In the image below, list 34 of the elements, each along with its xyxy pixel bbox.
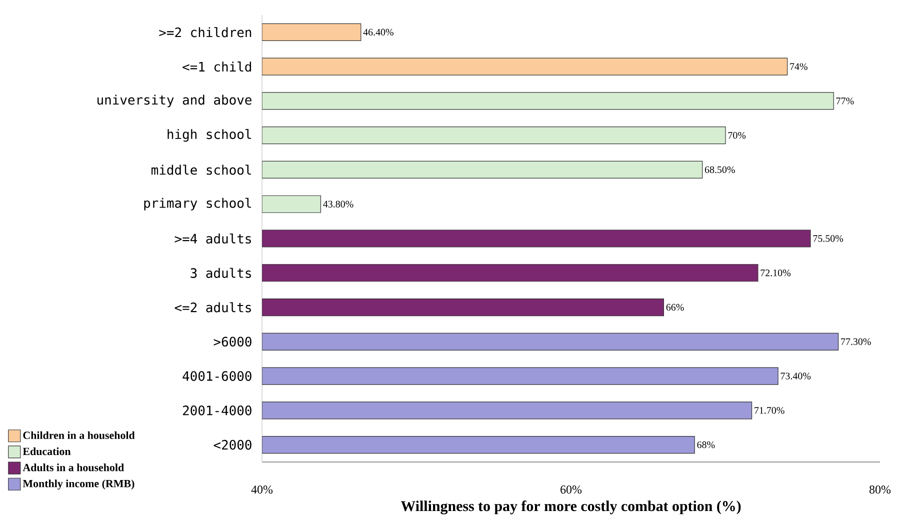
data-label: 70% [728, 132, 746, 139]
data-label: 68% [697, 441, 715, 448]
legend-label: Children in a household [23, 431, 135, 440]
y-tick-label: 2001-4000 [183, 406, 252, 416]
y-tick-label: 4001-6000 [182, 371, 252, 381]
x-axis-title: Willingness to pay for more costly combat option (%) [400, 500, 741, 514]
legend-label: Education [22, 447, 71, 456]
legend-label: Adults in a household [22, 464, 124, 472]
x-tick-label: 40% [251, 486, 273, 494]
data-label: 72.10% [760, 270, 791, 276]
data-label: 75.50% [813, 235, 844, 242]
x-tick-label: 80% [870, 486, 891, 494]
data-label: 73.40% [780, 372, 811, 380]
y-tick-label: <=2 adults [174, 302, 251, 312]
legend-label: Monthly income (RMB) [22, 480, 134, 490]
y-tick-label: <=1 child [182, 62, 252, 72]
y-tick-label: middle school [152, 164, 251, 175]
data-label: 77% [836, 98, 854, 104]
y-tick-label: high school [168, 129, 251, 142]
y-tick-label: >=4 adults [174, 233, 251, 244]
data-label: 68.50% [704, 166, 735, 174]
data-label: 77.30% [841, 338, 871, 346]
y-tick-label: >=2 children [159, 27, 252, 38]
y-tick-label: <2000 [214, 440, 252, 450]
y-tick-label: university and above [98, 94, 252, 108]
y-tick-label: 3 adults [190, 268, 251, 278]
data-label: 43.80% [323, 200, 354, 208]
data-label: 46.40% [363, 28, 394, 36]
x-tick-label: 60% [560, 486, 582, 494]
y-tick-label: primary school [144, 198, 251, 210]
y-tick-label: >6000 [214, 336, 252, 347]
data-label: 71.70% [754, 407, 784, 414]
data-label: 66% [666, 304, 684, 311]
data-label: 74% [790, 63, 808, 70]
